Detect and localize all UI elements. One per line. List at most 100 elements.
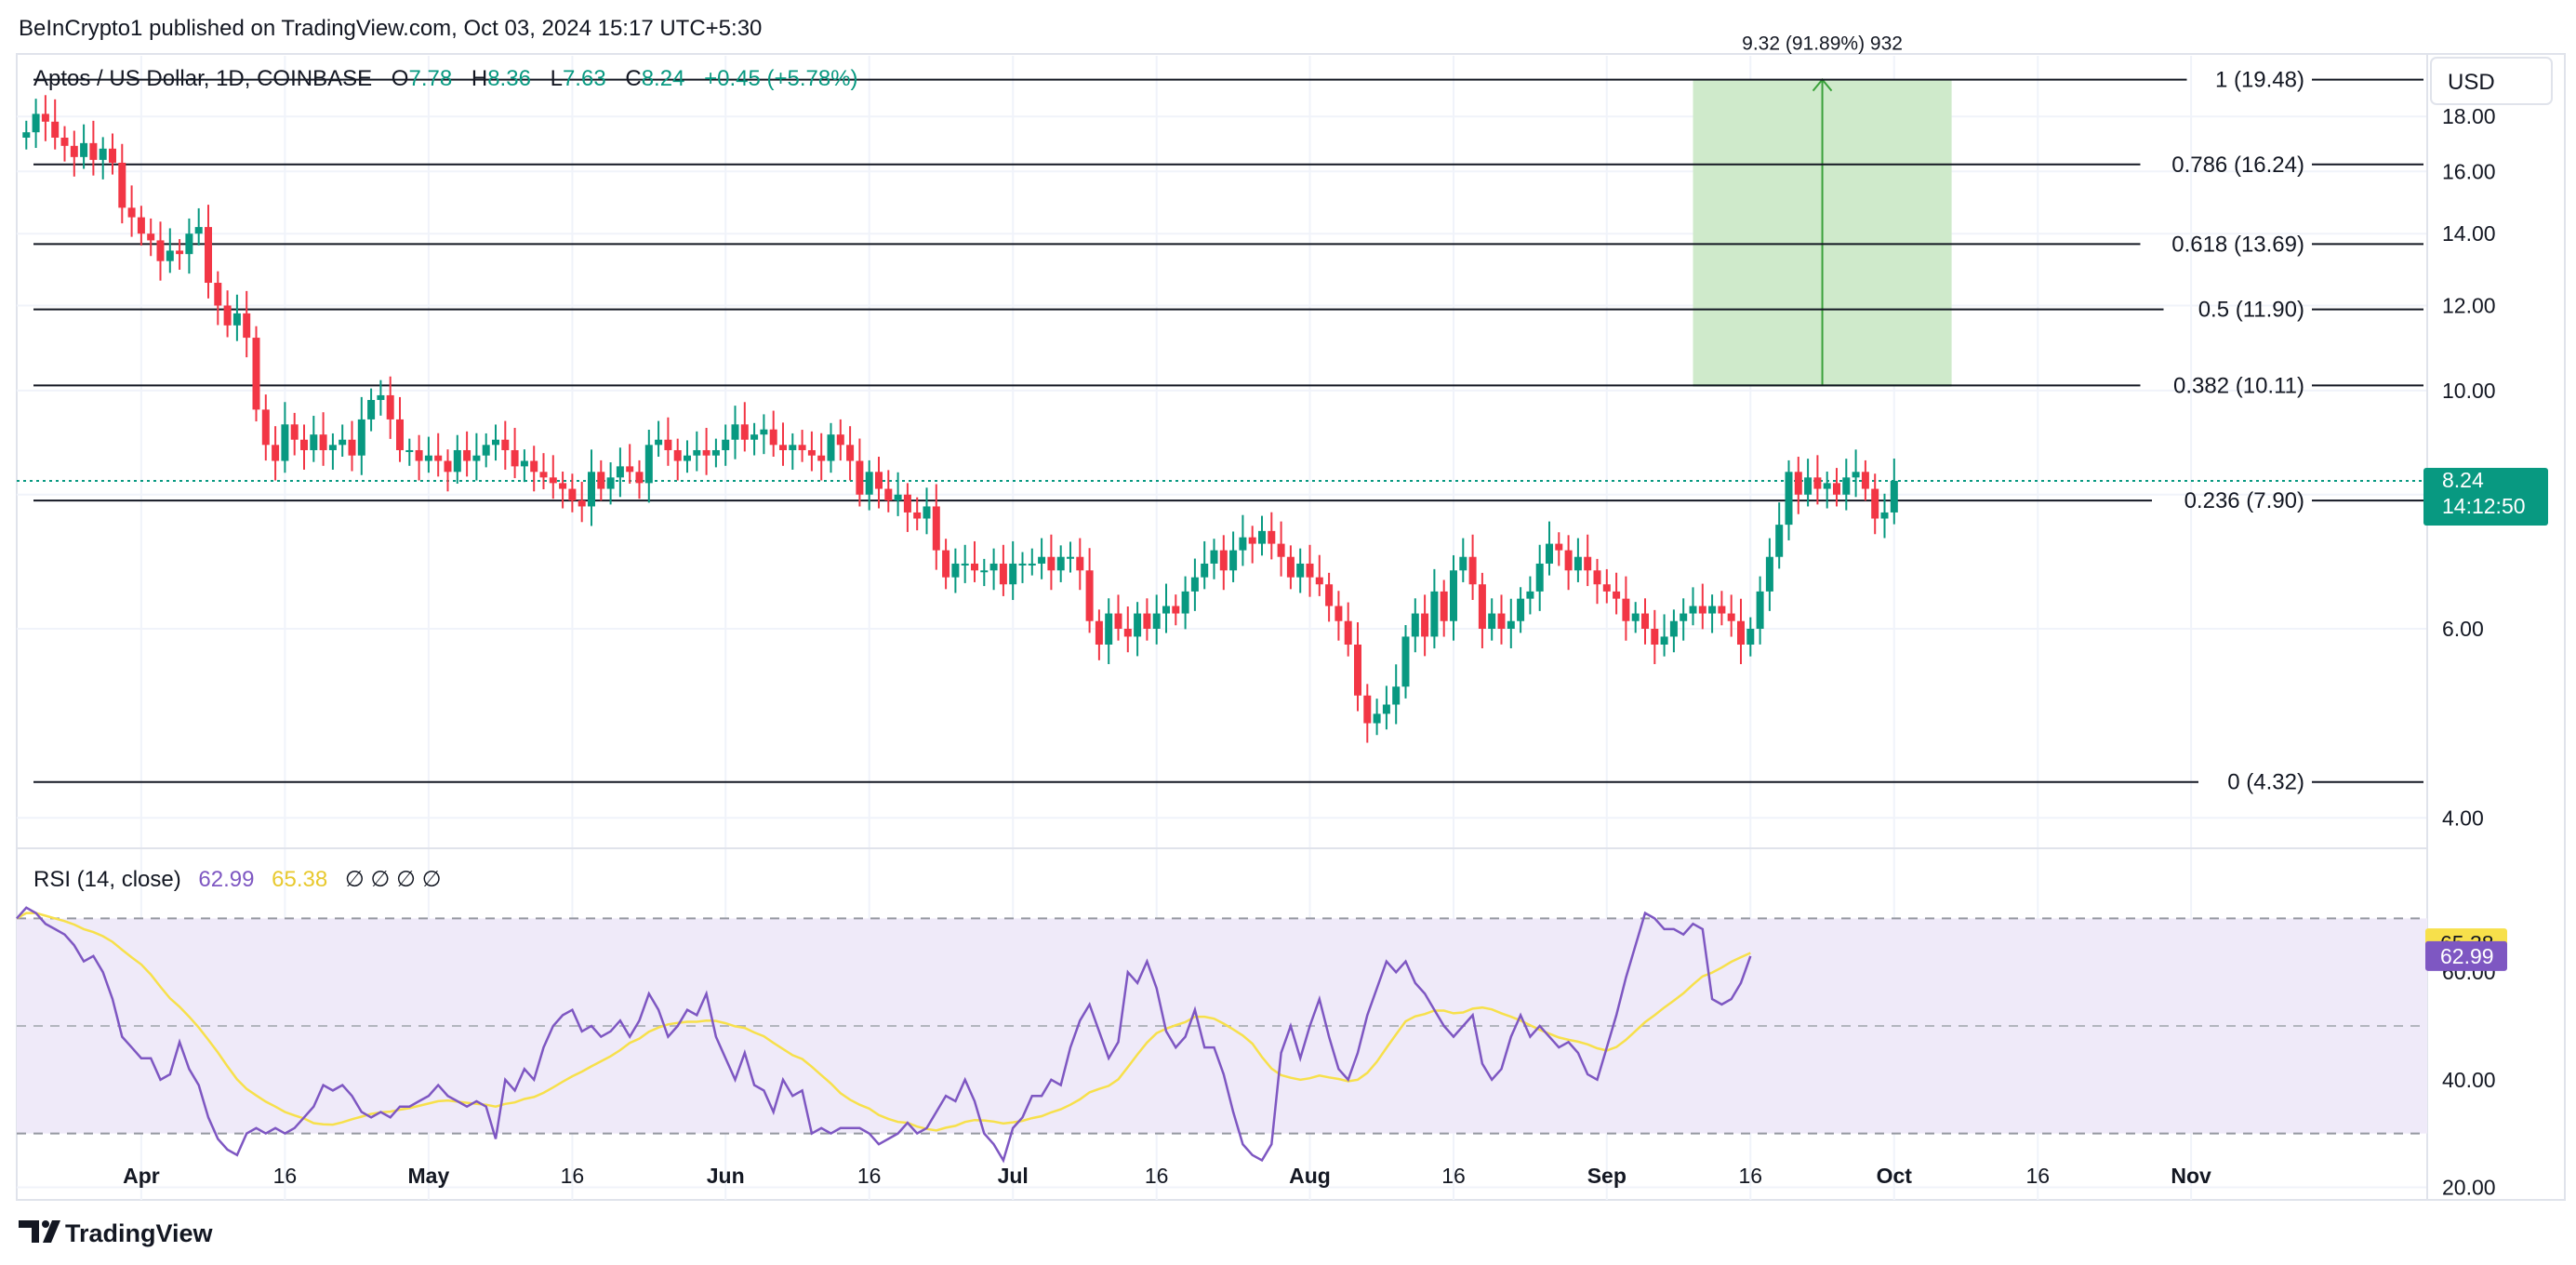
fib-level-label: 0 (4.32) xyxy=(2227,770,2304,795)
candle xyxy=(875,457,883,509)
candle-body xyxy=(1737,620,1745,645)
candle-body xyxy=(1268,530,1276,544)
candle-body xyxy=(1248,537,1256,544)
candle-body xyxy=(1497,613,1506,630)
candle xyxy=(588,449,595,526)
rsi-ma-line xyxy=(16,912,1751,1132)
rsi-legend-extra: ∅ ∅ ∅ ∅ xyxy=(345,867,442,892)
candle xyxy=(1085,548,1094,633)
candle xyxy=(127,185,136,237)
candle xyxy=(51,99,60,150)
symbol-legend[interactable]: Aptos / US Dollar, 1D, COINBASE O7.78 H8… xyxy=(33,66,858,91)
candle-body xyxy=(214,283,222,306)
candle-body xyxy=(971,563,978,571)
candle-body xyxy=(1038,556,1046,564)
tradingview-logo[interactable]: TradingView xyxy=(19,1219,214,1247)
candle xyxy=(1076,538,1084,591)
candle xyxy=(1277,521,1285,577)
candle-body xyxy=(1152,613,1161,630)
candle-body xyxy=(1421,613,1429,637)
candle xyxy=(1134,602,1142,657)
tradingview-logo-text: TradingView xyxy=(65,1219,214,1247)
candle xyxy=(971,540,978,582)
low-label: L xyxy=(551,66,563,91)
rsi-value-tag xyxy=(2425,940,2507,971)
candle xyxy=(1306,544,1314,597)
candle-body xyxy=(22,132,31,138)
candle xyxy=(1804,459,1812,507)
rsi-legend-value: 62.99 xyxy=(198,867,254,892)
candle-body xyxy=(80,142,88,157)
candle xyxy=(999,544,1007,596)
candle-body xyxy=(1190,577,1199,592)
currency-button[interactable] xyxy=(2430,57,2553,105)
candle xyxy=(1459,538,1467,582)
candle xyxy=(1258,515,1266,556)
candle xyxy=(1468,534,1477,601)
candle-body xyxy=(232,313,241,326)
time-tick-label: 16 xyxy=(2026,1164,2051,1188)
candle xyxy=(1842,459,1851,511)
candle-body xyxy=(1708,606,1717,614)
candle-body xyxy=(252,338,260,410)
candle-body xyxy=(147,233,155,241)
candle xyxy=(1689,587,1697,626)
candle-body xyxy=(1727,613,1735,621)
candle xyxy=(1535,544,1544,611)
fib-level-label: 0.786 (16.24) xyxy=(2171,153,2304,178)
candle xyxy=(1680,598,1688,641)
candle xyxy=(118,143,126,224)
candle-body xyxy=(942,550,950,578)
candle-body xyxy=(578,500,586,507)
candle-body xyxy=(453,449,461,473)
candle-body xyxy=(568,488,577,501)
candle-body xyxy=(1411,613,1419,637)
candle xyxy=(769,410,777,458)
candle xyxy=(1584,534,1592,587)
candle xyxy=(1325,572,1334,622)
candle xyxy=(1190,558,1199,611)
candle xyxy=(367,388,376,432)
candle-body xyxy=(664,439,672,450)
candle xyxy=(1181,576,1189,630)
candle-body xyxy=(357,419,365,456)
time-axis[interactable]: Apr 16 May 16 Jun 16 Jul 16 Aug 16 Sep 16 Oct 16 Nov xyxy=(123,1164,2211,1188)
price-tick-label: 6.00 xyxy=(2442,617,2484,641)
candle xyxy=(1526,576,1534,615)
candle-body xyxy=(693,449,701,456)
candle xyxy=(856,438,864,507)
candle xyxy=(1871,473,1879,535)
rsi-legend[interactable]: RSI (14, close) 62.99 65.38 ∅ ∅ ∅ ∅ xyxy=(33,867,442,892)
price-tick-label: 14.00 xyxy=(2442,221,2496,246)
candle-body xyxy=(1450,570,1457,621)
candle xyxy=(606,462,615,505)
high-label: H xyxy=(471,66,487,91)
candle-body xyxy=(89,142,98,160)
candle-body xyxy=(731,424,739,440)
candle xyxy=(1018,552,1027,583)
open-label: O xyxy=(392,66,409,91)
candle-body xyxy=(1823,483,1831,489)
candle xyxy=(319,412,327,466)
candle-body xyxy=(932,506,940,551)
candle xyxy=(1440,579,1448,637)
candle xyxy=(232,294,241,341)
candle xyxy=(1775,502,1784,569)
candle-body xyxy=(1363,695,1372,724)
candle xyxy=(482,433,490,468)
candle-body xyxy=(894,494,902,501)
candle-body xyxy=(1765,556,1773,592)
candle-body xyxy=(137,217,145,234)
candle xyxy=(453,434,461,485)
close-label: C xyxy=(625,66,641,91)
price-tick-label: 10.00 xyxy=(2442,379,2496,403)
candle xyxy=(1573,538,1582,582)
candle-body xyxy=(1526,591,1534,599)
candle xyxy=(1823,472,1831,509)
rsi-line xyxy=(16,906,1752,1164)
candle-body xyxy=(1172,606,1180,614)
fib-level-label: 0.236 (7.90) xyxy=(2184,488,2304,513)
